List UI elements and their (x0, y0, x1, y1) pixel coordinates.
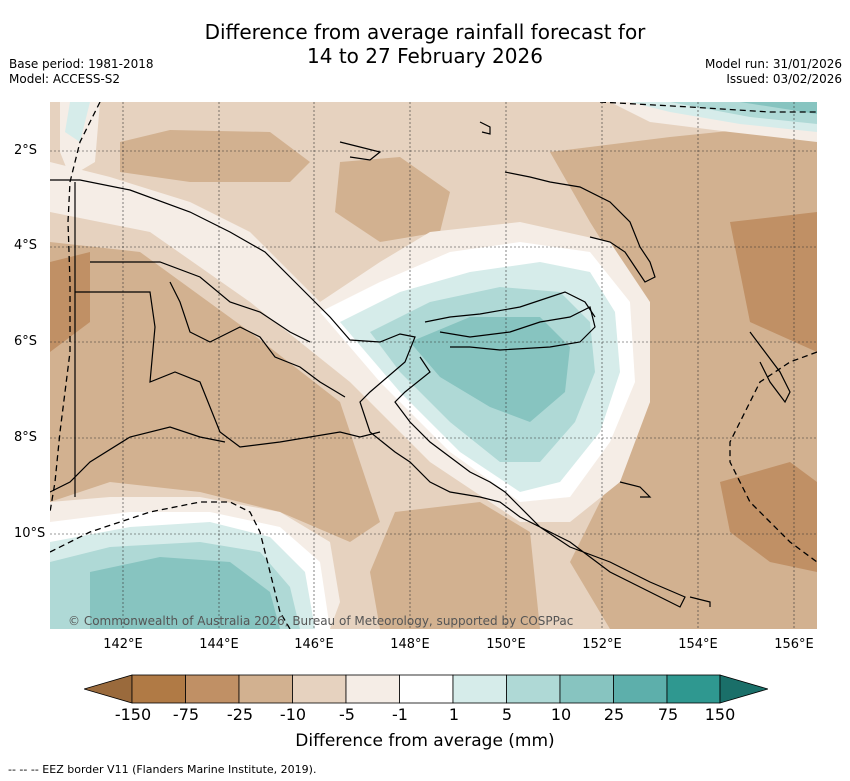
colorbar-segment (559, 674, 614, 704)
wet-region-northeast-10to25 (740, 102, 817, 114)
eez-legend: -- -- -- EEZ border V11 (Flanders Marine… (8, 763, 317, 776)
dry-region-south (370, 502, 540, 629)
lon-label-142e: 142°E (103, 637, 143, 652)
colorbar-tick: 75 (657, 705, 679, 724)
lat-label-10s: 10°S (14, 526, 46, 541)
wet-region-central-10to25 (410, 317, 570, 422)
province-borders (74, 182, 381, 497)
chart-title-line1: Difference from average rainfall forecas… (204, 20, 646, 44)
wet-region-northwest-1to5 (65, 102, 90, 142)
colorbar-segment (131, 674, 186, 704)
colorbar-segment (292, 674, 347, 704)
colorbar-segment (666, 674, 721, 704)
colorbar-segment (238, 674, 293, 704)
lat-label-4s: 4°S (14, 238, 38, 253)
colorbar-tick: 150 (704, 705, 736, 724)
dry-region-west (50, 242, 380, 542)
lon-label-148e: 148°E (390, 637, 430, 652)
colorbar-segment (345, 674, 400, 704)
lon-label-144e: 144°E (199, 637, 239, 652)
colorbar-segment (399, 674, 454, 704)
lon-label-156e: 156°E (774, 637, 814, 652)
colorbar-arrow-wet (719, 674, 768, 704)
dry-region-northcentral (335, 157, 450, 242)
colorbar-tick: -10 (279, 705, 307, 724)
driest-region-west (50, 252, 90, 352)
colorbar-segment (613, 674, 668, 704)
rainfall-map (50, 102, 817, 629)
lat-label-8s: 8°S (14, 430, 38, 445)
colorbar-tick: -75 (172, 705, 200, 724)
colorbar-tick: 5 (501, 705, 513, 724)
colorbar-tick: -5 (339, 705, 355, 724)
colorbar-tick: 1 (448, 705, 460, 724)
colorbar (84, 674, 768, 704)
lon-label-146e: 146°E (294, 637, 334, 652)
lon-label-154e: 154°E (678, 637, 718, 652)
lat-label-2s: 2°S (14, 143, 38, 158)
lon-label-152e: 152°E (582, 637, 622, 652)
eez-borders (50, 102, 817, 629)
colorbar-arrow-dry (84, 674, 133, 704)
colorbar-tick: -150 (114, 705, 152, 724)
wet-region-southwest-10to25 (90, 557, 280, 629)
issued-date: Issued: 03/02/2026 (726, 72, 842, 86)
model-run: Model run: 31/01/2026 (704, 57, 842, 71)
colorbar-segment (185, 674, 240, 704)
chart-title-line2: 14 to 27 February 2026 (307, 44, 543, 68)
lon-label-150e: 150°E (486, 637, 526, 652)
colorbar-tick: 25 (603, 705, 625, 724)
base-period: Base period: 1981-2018 (9, 57, 154, 71)
colorbar-tick: -25 (226, 705, 254, 724)
meta-right: Model run: 31/01/2026 Issued: 03/02/2026 (705, 57, 842, 87)
colorbar-segment (506, 674, 561, 704)
colorbar-segment (452, 674, 507, 704)
dry-region-north (120, 130, 310, 182)
model-name: Model: ACCESS-S2 (9, 72, 121, 86)
lat-label-6s: 6°S (14, 334, 38, 349)
colorbar-tick: 10 (550, 705, 572, 724)
copyright-notice: © Commonwealth of Australia 2026, Bureau… (68, 614, 574, 628)
meta-left: Base period: 1981-2018 Model: ACCESS-S2 (9, 57, 154, 87)
colorbar-label: Difference from average (mm) (295, 731, 555, 751)
colorbar-tick: -1 (392, 705, 408, 724)
coastlines (50, 121, 791, 608)
